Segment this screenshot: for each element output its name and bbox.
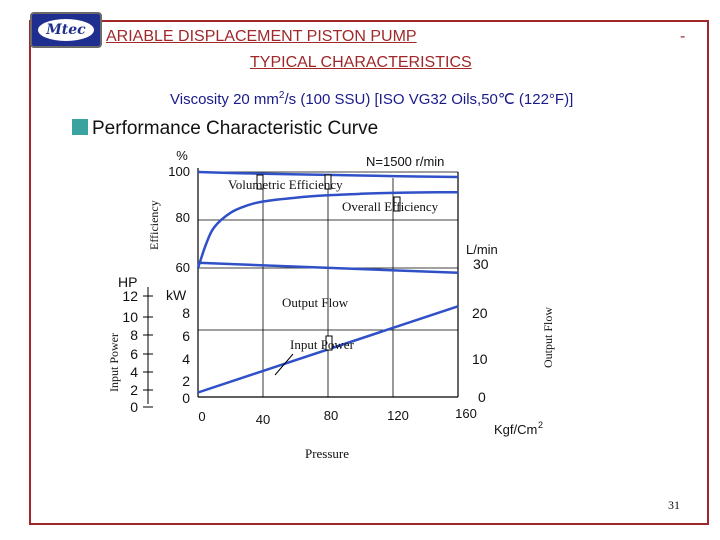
flow-tick-label: 10: [472, 351, 488, 367]
x-axis-label: Pressure: [305, 446, 349, 461]
hp-tick-label: 2: [130, 382, 138, 398]
input-power-leader-line: [274, 353, 294, 376]
slide-title-line1: ARIABLE DISPLACEMENT PISTON PUMP: [106, 28, 417, 45]
kw-unit: kW: [166, 287, 187, 303]
x-axis-unit-sup: 2: [538, 420, 543, 430]
flow-tick-label: 30: [473, 256, 489, 272]
viscosity-pre: Viscosity 20 mm: [170, 91, 279, 108]
hp-unit: HP: [118, 274, 137, 290]
flow-unit: L/min: [466, 242, 498, 257]
series-label-overall-efficiency: Overall Efficiency: [342, 199, 439, 214]
series-label-output-flow: Output Flow: [282, 295, 349, 310]
efficiency-tick-label: 80: [176, 210, 190, 225]
label-marker: [393, 196, 401, 212]
efficiency-axis-label: Efficiency: [147, 200, 161, 250]
series-overall-efficiency-line: [196, 190, 459, 269]
series-volumetric-efficiency-line: [197, 170, 459, 179]
hp-tick-label: 0: [130, 399, 138, 415]
logo-text: Mtec: [38, 19, 94, 41]
x-tick-label: 120: [387, 408, 409, 423]
kw-tick-label: 4: [182, 351, 190, 367]
hp-tick-label: 4: [130, 364, 138, 380]
hp-tick-label: 6: [130, 346, 138, 362]
hp-tick-label: 12: [122, 288, 138, 304]
company-logo: Mtec: [30, 12, 102, 48]
series-label-input-power: Input Power: [290, 337, 355, 352]
hp-tick-label: 8: [130, 327, 138, 343]
input-power-axis-label: Input Power: [107, 333, 121, 392]
label-marker: [256, 174, 264, 190]
viscosity-note: Viscosity 20 mm2/s (100 SSU) [ISO VG32 O…: [170, 90, 573, 108]
kw-tick-label: 8: [182, 305, 190, 321]
x-axis-unit: Kgf/Cm: [494, 422, 537, 437]
label-marker: [325, 335, 333, 351]
viscosity-sup: 2: [278, 90, 285, 101]
flow-tick-label: 0: [478, 389, 486, 405]
viscosity-post: /s (100 SSU) [ISO VG32 Oils,50℃ (122°F)]: [284, 91, 574, 108]
kw-tick-label: 2: [182, 373, 190, 389]
output-flow-axis-label: Output Flow: [541, 307, 555, 368]
kw-tick-label: 0: [182, 390, 190, 406]
kw-tick-label: 6: [182, 328, 190, 344]
x-tick-label: 80: [324, 408, 338, 423]
label-marker: [324, 174, 332, 190]
x-tick-label: 40: [256, 412, 270, 427]
section-heading: Performance Characteristic Curve: [72, 118, 378, 140]
efficiency-tick-label: 60: [176, 260, 190, 275]
page-number: 31: [668, 498, 680, 512]
section-bullet-square: [72, 119, 88, 135]
section-title: Performance Characteristic Curve: [92, 118, 379, 139]
slide-frame: [29, 20, 709, 525]
efficiency-tick-label: 100: [168, 164, 190, 179]
flow-tick-label: 20: [472, 305, 488, 321]
slide-title-line2: TYPICAL CHARACTERISTICS: [250, 54, 472, 71]
slide-title-dash: -: [680, 28, 686, 45]
x-tick-label: 160: [455, 406, 477, 421]
x-tick-label: 0: [198, 409, 205, 424]
hp-tick-label: 10: [122, 309, 138, 325]
series-label-volumetric-efficiency: Volumetric Efficiency: [228, 177, 343, 192]
efficiency-unit: %: [176, 148, 188, 163]
series-output-flow-line: [197, 261, 459, 275]
speed-label: N=1500 r/min: [366, 154, 444, 169]
